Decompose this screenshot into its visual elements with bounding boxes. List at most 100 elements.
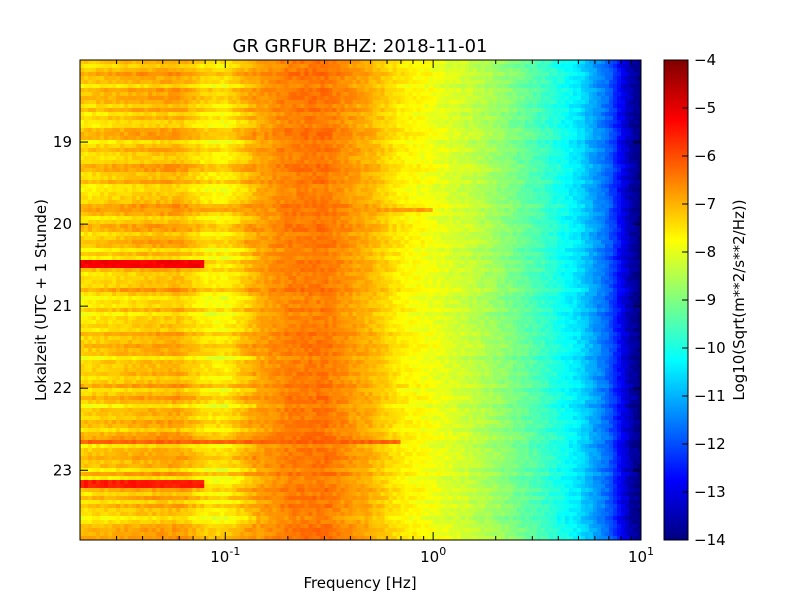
heatmap-cell [352, 88, 358, 93]
heatmap-cell [236, 172, 241, 177]
heatmap-cell [256, 176, 261, 181]
heatmap-cell [512, 140, 518, 145]
heatmap-cell [620, 80, 626, 85]
heatmap-cell [108, 72, 113, 77]
heatmap-cell [160, 160, 165, 165]
heatmap-cell [536, 76, 542, 81]
heatmap-cell [588, 196, 594, 201]
heatmap-cell [292, 116, 297, 121]
heatmap-cell [560, 124, 566, 129]
heatmap-cell [412, 196, 418, 201]
heatmap-cell [164, 196, 169, 201]
heatmap-cell [100, 120, 105, 125]
heatmap-cell [208, 144, 213, 149]
heatmap-cell [488, 128, 494, 133]
heatmap-cell [384, 108, 390, 113]
heatmap-cell [188, 72, 193, 77]
heatmap-cell [372, 84, 378, 89]
heatmap-cell [420, 152, 426, 157]
heatmap-cell [448, 164, 454, 169]
heatmap-cell [308, 80, 314, 85]
heatmap-cell [556, 140, 562, 145]
heatmap-cell [556, 104, 562, 109]
heatmap-cell [364, 128, 370, 133]
heatmap-cell [456, 88, 462, 93]
heatmap-cell [224, 140, 229, 145]
heatmap-cell [368, 80, 374, 85]
heatmap-cell [80, 80, 85, 85]
heatmap-cell [316, 108, 322, 113]
heatmap-cell [108, 116, 113, 121]
heatmap-cell [584, 96, 590, 101]
heatmap-cell [128, 128, 133, 133]
heatmap-cell [572, 156, 578, 161]
heatmap-cell [524, 148, 530, 153]
heatmap-cell [136, 164, 141, 169]
heatmap-cell [636, 148, 641, 153]
heatmap-cell [80, 104, 85, 109]
heatmap-cell [304, 64, 310, 69]
heatmap-cell [632, 188, 638, 193]
heatmap-cell [396, 200, 402, 205]
heatmap-cell [440, 172, 446, 177]
heatmap-cell [480, 180, 486, 185]
heatmap-cell [344, 184, 350, 189]
heatmap-cell [568, 184, 574, 189]
heatmap-cell [576, 128, 582, 133]
heatmap-cell [116, 120, 121, 125]
heatmap-cell [508, 68, 514, 73]
heatmap-cell [468, 124, 474, 129]
heatmap-cell [600, 160, 606, 165]
heatmap-cell [596, 100, 602, 105]
heatmap-cell [460, 92, 466, 97]
heatmap-cell [288, 120, 293, 125]
heatmap-cell [268, 104, 273, 109]
heatmap-cell [524, 128, 530, 133]
heatmap-cell [376, 172, 382, 177]
heatmap-cell [284, 176, 289, 181]
heatmap-cell [256, 120, 261, 125]
heatmap-cell [532, 88, 538, 93]
heatmap-cell [120, 184, 125, 189]
heatmap-cell [216, 192, 221, 197]
heatmap-cell [208, 180, 213, 185]
heatmap-cell [420, 100, 426, 105]
heatmap-cell [572, 192, 578, 197]
heatmap-cell [568, 80, 574, 85]
heatmap-cell [244, 188, 249, 193]
heatmap-cell [264, 172, 269, 177]
heatmap-cell [460, 68, 466, 73]
heatmap-cell [324, 108, 330, 113]
heatmap-cell [172, 68, 177, 73]
heatmap-cell [624, 72, 630, 77]
heatmap-cell [252, 188, 257, 193]
heatmap-cell [160, 120, 165, 125]
heatmap-cell [464, 120, 470, 125]
heatmap-cell [264, 184, 269, 189]
heatmap-cell [244, 80, 249, 85]
heatmap-cell [296, 112, 301, 117]
heatmap-cell [560, 172, 566, 177]
heatmap-cell [296, 100, 301, 105]
heatmap-cell [172, 184, 177, 189]
heatmap-cell [336, 88, 342, 93]
heatmap-cell [108, 100, 113, 105]
heatmap-cell [80, 164, 85, 169]
heatmap-cell [552, 132, 558, 137]
heatmap-cell [292, 136, 297, 141]
heatmap-cell [432, 76, 438, 81]
heatmap-cell [148, 160, 153, 165]
heatmap-cell [452, 116, 458, 121]
heatmap-cell [356, 96, 362, 101]
heatmap-cell [308, 116, 314, 121]
heatmap-cell [636, 144, 641, 149]
heatmap-cell [556, 136, 562, 141]
heatmap-cell [200, 120, 205, 125]
heatmap-cell [564, 192, 570, 197]
heatmap-cell [352, 148, 358, 153]
heatmap-cell [292, 68, 297, 73]
heatmap-cell [224, 128, 229, 133]
heatmap-cell [348, 176, 354, 181]
heatmap-cell [512, 60, 518, 65]
heatmap-cell [288, 60, 293, 65]
